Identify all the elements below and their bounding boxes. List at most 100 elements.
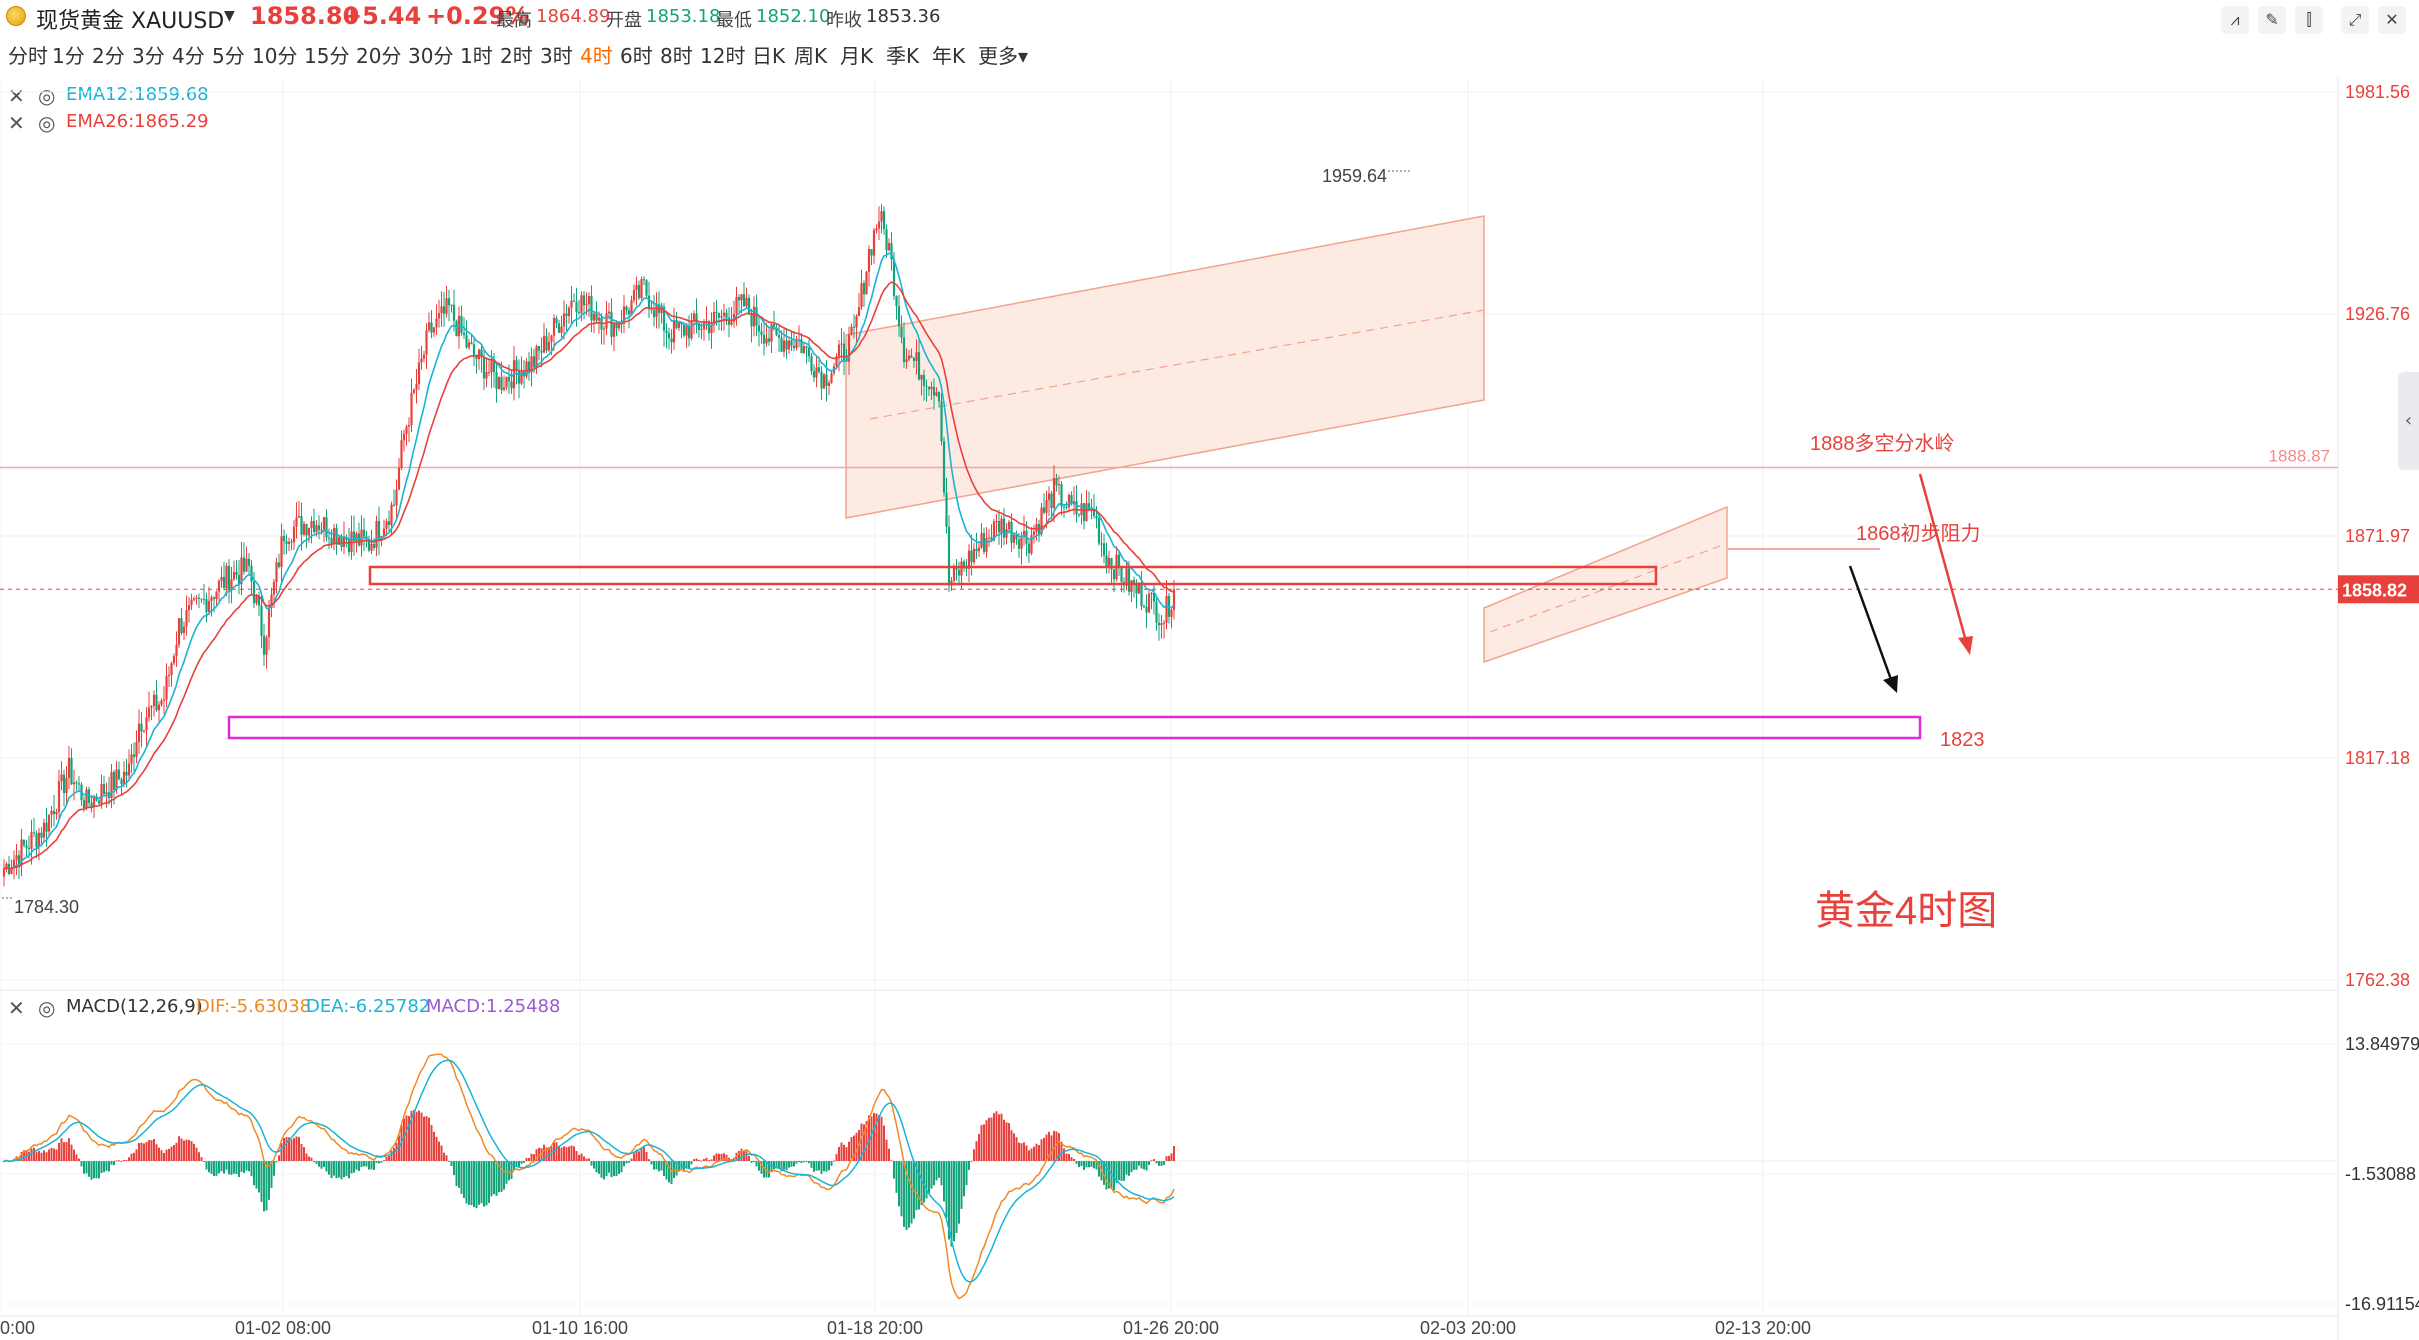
macd-bar — [780, 1161, 783, 1172]
timeframe-19[interactable]: 月K — [840, 44, 874, 68]
candle-body — [160, 700, 163, 705]
candlestick-chart[interactable]: 0:00 01-02 08:00 01-10 16:00 01-18 20:00 01-… — [0, 78, 2419, 1340]
close-macd-icon[interactable]: ✕ — [8, 996, 25, 1020]
candle-body — [170, 663, 173, 676]
candle-body — [335, 527, 338, 545]
timeframe-2[interactable]: 2分 — [92, 44, 125, 68]
macd-bar — [338, 1161, 340, 1178]
macd-bar — [1148, 1161, 1150, 1165]
macd-bar — [995, 1111, 998, 1162]
candle-body — [100, 784, 103, 804]
candle-body — [45, 822, 48, 832]
candle-body — [300, 516, 303, 535]
timeframe-17[interactable]: 日K — [752, 44, 786, 68]
candle-body — [590, 296, 593, 321]
timeframe-13[interactable]: 4时 — [580, 44, 613, 68]
candle-body — [502, 387, 506, 390]
macd-bar — [575, 1150, 578, 1162]
timeframe-5[interactable]: 5分 — [212, 44, 245, 68]
candle-body — [617, 323, 621, 329]
expand-icon[interactable]: ⤢ — [2341, 6, 2369, 34]
timeframe-20[interactable]: 季K — [886, 44, 920, 68]
candle-body — [412, 389, 416, 393]
timeframe-3[interactable]: 3分 — [132, 44, 165, 68]
symbol-name[interactable]: 现货黄金 XAUUSD — [36, 9, 225, 34]
macd-bar — [470, 1161, 473, 1206]
candle-body — [632, 289, 636, 301]
candle-body — [925, 385, 928, 387]
candle-icon[interactable]: ⫿ — [2295, 6, 2323, 34]
candle-body — [255, 596, 258, 604]
timeframe-18[interactable]: 周K — [794, 44, 828, 68]
macd-bar — [583, 1156, 585, 1162]
candle-body — [472, 344, 476, 355]
candle-body — [310, 521, 313, 528]
macd-bar — [23, 1150, 25, 1162]
timeframe-11[interactable]: 2时 — [500, 44, 533, 68]
macd-bar — [448, 1160, 450, 1162]
candle-body — [532, 356, 536, 368]
candle-body — [1150, 592, 1153, 594]
timeframe-14[interactable]: 6时 — [620, 44, 653, 68]
candle-body — [615, 324, 618, 329]
macd-bar — [440, 1145, 443, 1162]
close-icon[interactable]: ✕ — [2378, 6, 2406, 34]
candle-body — [297, 516, 301, 518]
timeframe-21[interactable]: 年K — [932, 44, 966, 68]
timeframe-1[interactable]: 1分 — [52, 44, 85, 68]
eye-icon[interactable]: ◎ — [38, 84, 56, 108]
candle-body — [802, 346, 806, 354]
timeframe-0[interactable]: 分时 — [8, 44, 48, 68]
x-tick-label: 0:00 — [0, 1318, 35, 1338]
macd-bar — [643, 1147, 645, 1162]
close-ema26-icon[interactable]: ✕ — [8, 111, 25, 135]
candle-body — [992, 521, 996, 541]
macd-bar — [750, 1161, 753, 1163]
timeframe-9[interactable]: 30分 — [408, 44, 454, 68]
macd-y-tick-label: -16.91154 — [2345, 1294, 2419, 1314]
macd-bar — [1155, 1161, 1158, 1164]
candle-body — [612, 324, 616, 337]
draw-icon[interactable]: ✎ — [2258, 6, 2286, 34]
candle-body — [825, 374, 828, 386]
timeframe-15[interactable]: 8时 — [660, 44, 693, 68]
macd-bar — [558, 1145, 560, 1162]
macd-bar — [950, 1161, 953, 1247]
eye-icon[interactable]: ◎ — [38, 996, 56, 1020]
annotation-title: 黄金4时图 — [1815, 889, 1997, 933]
candle-body — [127, 763, 131, 776]
candle-body — [652, 310, 656, 317]
candle-body — [602, 328, 606, 330]
candle-body — [955, 566, 958, 570]
chevron-down-icon[interactable]: ▼ — [224, 8, 235, 24]
timeframe-6[interactable]: 10分 — [252, 44, 298, 68]
collapse-panel-icon[interactable]: ‹ — [2398, 372, 2419, 470]
timeframe-16[interactable]: 12时 — [700, 44, 746, 68]
macd-bar — [555, 1142, 558, 1162]
macd-bar — [328, 1161, 330, 1175]
macd-bar — [983, 1124, 985, 1162]
candle-body — [135, 742, 138, 757]
timeframe-12[interactable]: 3时 — [540, 44, 573, 68]
candle-body — [152, 694, 156, 706]
candle-body — [1067, 494, 1071, 508]
macd-bar — [705, 1157, 708, 1162]
candle-body — [57, 781, 61, 812]
timeframe-8[interactable]: 20分 — [356, 44, 402, 68]
candle-body — [912, 357, 916, 361]
timeframe-4[interactable]: 4分 — [172, 44, 205, 68]
line-chart-icon[interactable]: ⩘ — [2221, 6, 2249, 34]
macd-bar — [1038, 1145, 1040, 1162]
close-ema12-icon[interactable]: ✕ — [8, 84, 25, 108]
timeframe-7[interactable]: 15分 — [304, 44, 350, 68]
timeframe-22[interactable]: 更多▾ — [978, 44, 1029, 68]
candle-body — [877, 221, 881, 229]
candle-body — [790, 340, 793, 346]
macd-bar — [98, 1161, 100, 1179]
candle-body — [640, 279, 643, 299]
macd-bar — [615, 1161, 618, 1176]
macd-bar — [398, 1135, 400, 1162]
timeframe-10[interactable]: 1时 — [460, 44, 493, 68]
candle-body — [952, 566, 956, 581]
eye-icon[interactable]: ◎ — [38, 111, 56, 135]
